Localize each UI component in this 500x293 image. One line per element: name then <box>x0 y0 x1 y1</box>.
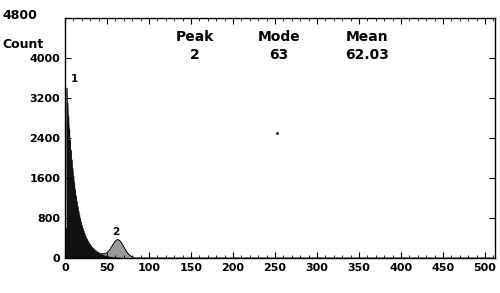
Text: 4800: 4800 <box>2 9 37 22</box>
Text: 63: 63 <box>270 47 289 62</box>
Text: 62.03: 62.03 <box>346 47 390 62</box>
Text: Peak: Peak <box>176 30 214 44</box>
Text: 2: 2 <box>190 47 200 62</box>
Text: Mode: Mode <box>258 30 300 44</box>
Text: 2: 2 <box>112 227 120 237</box>
Text: Count: Count <box>2 38 44 51</box>
Text: 1: 1 <box>70 74 78 84</box>
Text: Mean: Mean <box>346 30 389 44</box>
